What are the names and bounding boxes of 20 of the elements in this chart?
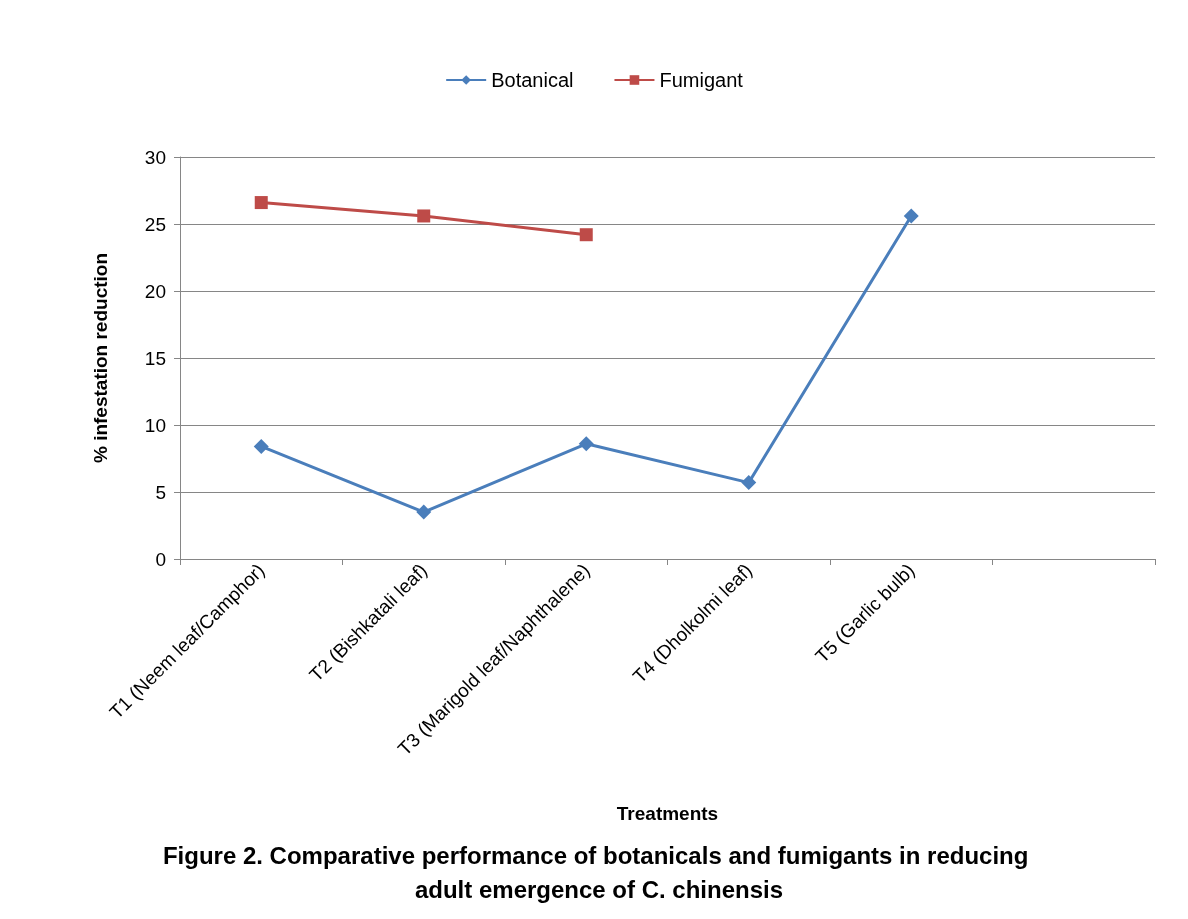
y-tick-label: 15	[144, 347, 166, 369]
point	[417, 209, 431, 223]
x-axis-title: Treatments	[616, 803, 719, 824]
point	[741, 475, 757, 491]
point	[253, 438, 269, 454]
point	[254, 196, 268, 210]
y-tick-label: 5	[155, 481, 166, 503]
y-tick-label: 30	[144, 146, 166, 168]
y-tick-label: 25	[144, 213, 166, 235]
point	[578, 436, 594, 452]
y-tick-label: 0	[155, 548, 166, 570]
legend-label: Botanical	[491, 69, 574, 91]
point	[903, 208, 919, 224]
point	[416, 504, 432, 520]
text: Figure 2. Comparative performance of botanicals and fumigants in reducing adult emergence of C. chinensis	[162, 841, 1036, 903]
y-axis-title: % infestation reduction	[90, 252, 111, 464]
point	[579, 228, 593, 242]
y-tick-label: 10	[144, 414, 166, 436]
y-tick-label: 20	[144, 280, 166, 302]
legend-label: Fumigant	[659, 69, 744, 91]
